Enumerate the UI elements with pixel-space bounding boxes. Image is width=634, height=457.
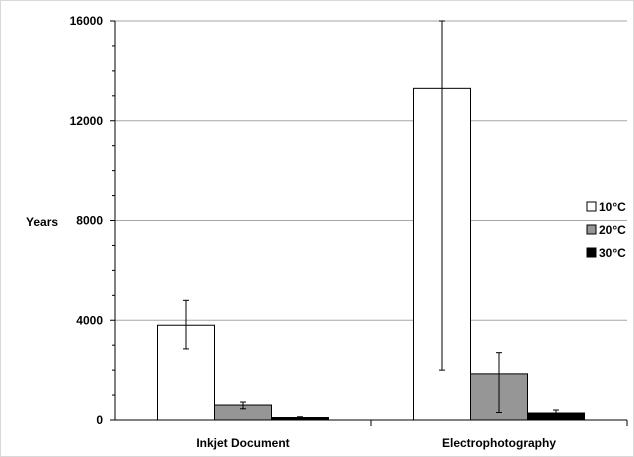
legend-swatch [586, 247, 597, 258]
legend-swatch [586, 224, 597, 235]
x-category-labels: Inkjet Document Electrophotography [196, 436, 556, 450]
gridlines [115, 20, 627, 321]
x-category-label: Electrophotography [442, 436, 556, 450]
legend-label: 20°C [599, 223, 626, 237]
y-tick-label: 4000 [76, 313, 103, 327]
legend-swatch [586, 201, 597, 212]
y-axis-title: Years [26, 215, 58, 229]
axes [110, 20, 628, 426]
y-tick-label: 8000 [76, 214, 103, 228]
legend-label: 30°C [599, 246, 626, 260]
y-tick-label: 12000 [70, 114, 104, 128]
y-tick-label: 0 [96, 413, 103, 427]
bars [157, 20, 585, 421]
y-tick-label: 16000 [70, 14, 104, 28]
legend: 10°C 20°C 30°C [586, 200, 626, 260]
legend-label: 10°C [599, 200, 626, 214]
x-category-label: Inkjet Document [196, 436, 289, 450]
y-tick-labels: 0 4000 8000 12000 16000 [70, 14, 104, 427]
